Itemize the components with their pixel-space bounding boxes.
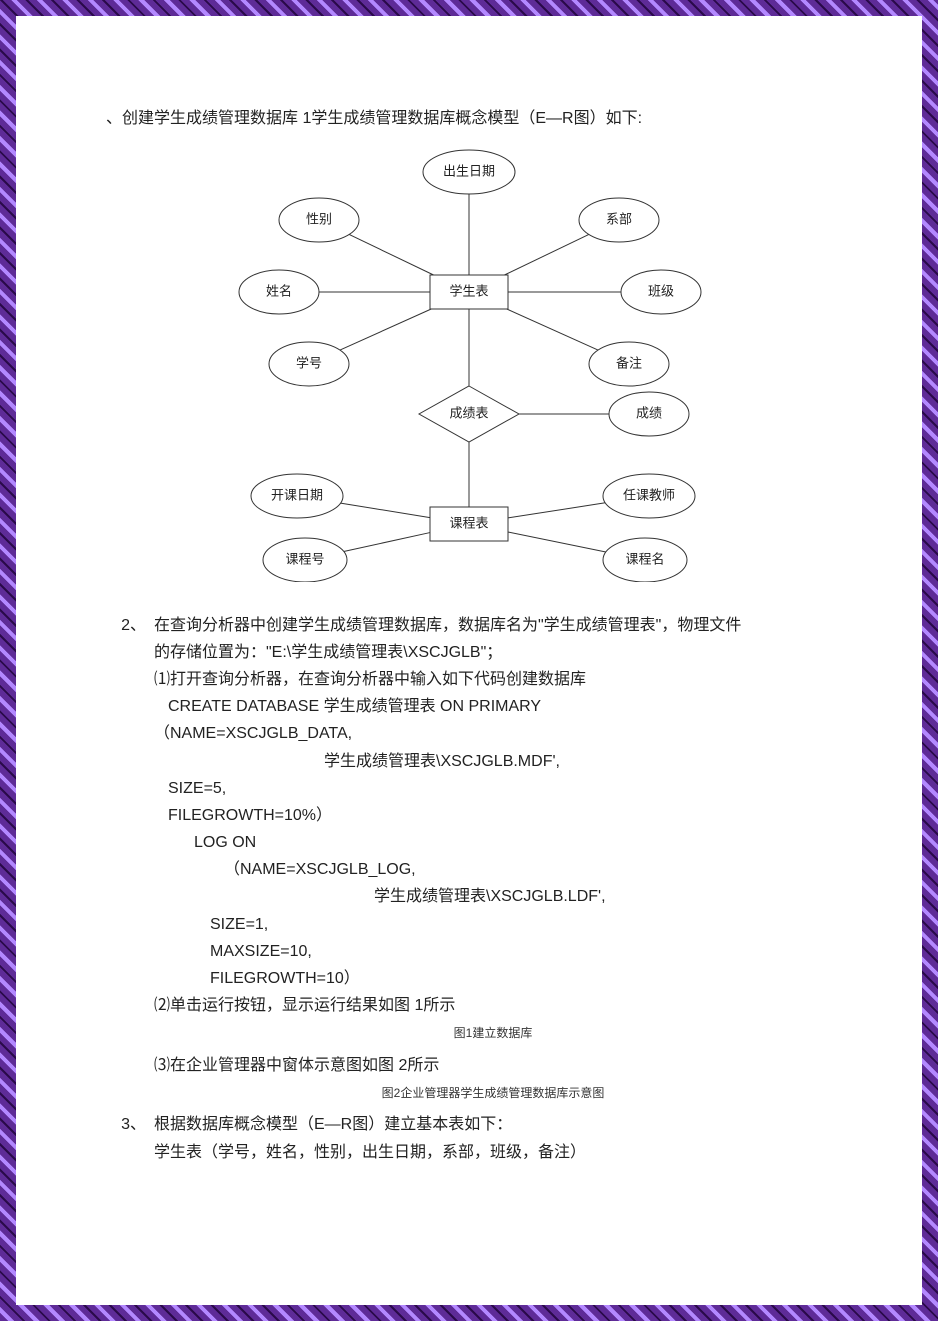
svg-text:成绩: 成绩	[636, 405, 662, 420]
s3-line2: 学生表（学号，姓名，性别，出生日期，系部，班级，备注）	[154, 1139, 832, 1166]
s2-code1: CREATE DATABASE 学生成绩管理表 ON PRIMARY	[154, 693, 832, 720]
s2-line3: ⑴打开查询分析器，在查询分析器中输入如下代码创建数据库	[154, 666, 832, 693]
svg-text:课程名: 课程名	[625, 551, 664, 566]
s2-code8: 学生成绩管理表\XSCJGLB.LDF',	[154, 883, 832, 910]
s2-code11: FILEGROWTH=10）	[154, 965, 832, 992]
svg-text:出生日期: 出生日期	[443, 163, 495, 178]
s2-code2: （NAME=XSCJGLB_DATA,	[154, 720, 832, 747]
s2-code9: SIZE=1,	[154, 911, 832, 938]
document-page: 、创建学生成绩管理数据库 1学生成绩管理数据库概念模型（E—R图）如下: 学生表…	[16, 16, 922, 1305]
svg-text:姓名: 姓名	[266, 283, 292, 298]
decorative-frame: 、创建学生成绩管理数据库 1学生成绩管理数据库概念模型（E—R图）如下: 学生表…	[0, 0, 938, 1321]
s2-run-line: ⑵单击运行按钮，显示运行结果如图 1所示	[154, 992, 832, 1019]
s2-code4: SIZE=5,	[154, 775, 832, 802]
svg-text:课程号: 课程号	[285, 551, 324, 566]
section-2-number: 2、	[106, 612, 154, 639]
svg-text:学生表: 学生表	[449, 283, 488, 298]
section-1-heading: 、创建学生成绩管理数据库 1学生成绩管理数据库概念模型（E—R图）如下:	[106, 106, 832, 132]
svg-text:开课日期: 开课日期	[271, 487, 323, 502]
section-3-number: 3、	[106, 1111, 154, 1138]
s2-code5: FILEGROWTH=10%）	[154, 802, 832, 829]
svg-text:任课教师: 任课教师	[623, 487, 675, 502]
s3-line1: 根据数据库概念模型（E—R图）建立基本表如下：	[154, 1111, 832, 1138]
svg-text:系部: 系部	[606, 211, 632, 226]
s2-line1: 在查询分析器中创建学生成绩管理数据库，数据库名为"学生成绩管理表"，物理文件	[154, 612, 832, 639]
figure-1-caption: 图1建立数据库	[154, 1023, 832, 1043]
s2-code7: （NAME=XSCJGLB_LOG,	[154, 856, 832, 883]
body-text: 2、 在查询分析器中创建学生成绩管理数据库，数据库名为"学生成绩管理表"，物理文…	[106, 612, 832, 1166]
svg-text:课程表: 课程表	[449, 515, 488, 530]
s2-code10: MAXSIZE=10,	[154, 938, 832, 965]
svg-text:备注: 备注	[616, 355, 642, 370]
s2-em-line: ⑶在企业管理器中窗体示意图如图 2所示	[154, 1052, 832, 1079]
s2-line2: 的存储位置为："E:\学生成绩管理表\XSCJGLB"；	[154, 639, 832, 666]
er-diagram: 学生表课程表 成绩表 出生日期性别姓名学号 系部班级备注成绩开课日期课程号 任课教师课程…	[189, 142, 749, 582]
svg-text:成绩表: 成绩表	[449, 405, 488, 420]
svg-text:学号: 学号	[296, 355, 322, 370]
er-diagram-svg: 学生表课程表 成绩表 出生日期性别姓名学号 系部班级备注成绩开课日期课程号 任课教师课程…	[189, 142, 749, 582]
svg-text:性别: 性别	[306, 211, 332, 226]
svg-text:班级: 班级	[648, 283, 674, 298]
s2-code6: LOG ON	[154, 829, 832, 856]
figure-2-caption: 图2企业管理器学生成绩管理数据库示意图	[154, 1083, 832, 1103]
s2-code3: 学生成绩管理表\XSCJGLB.MDF',	[154, 748, 832, 775]
